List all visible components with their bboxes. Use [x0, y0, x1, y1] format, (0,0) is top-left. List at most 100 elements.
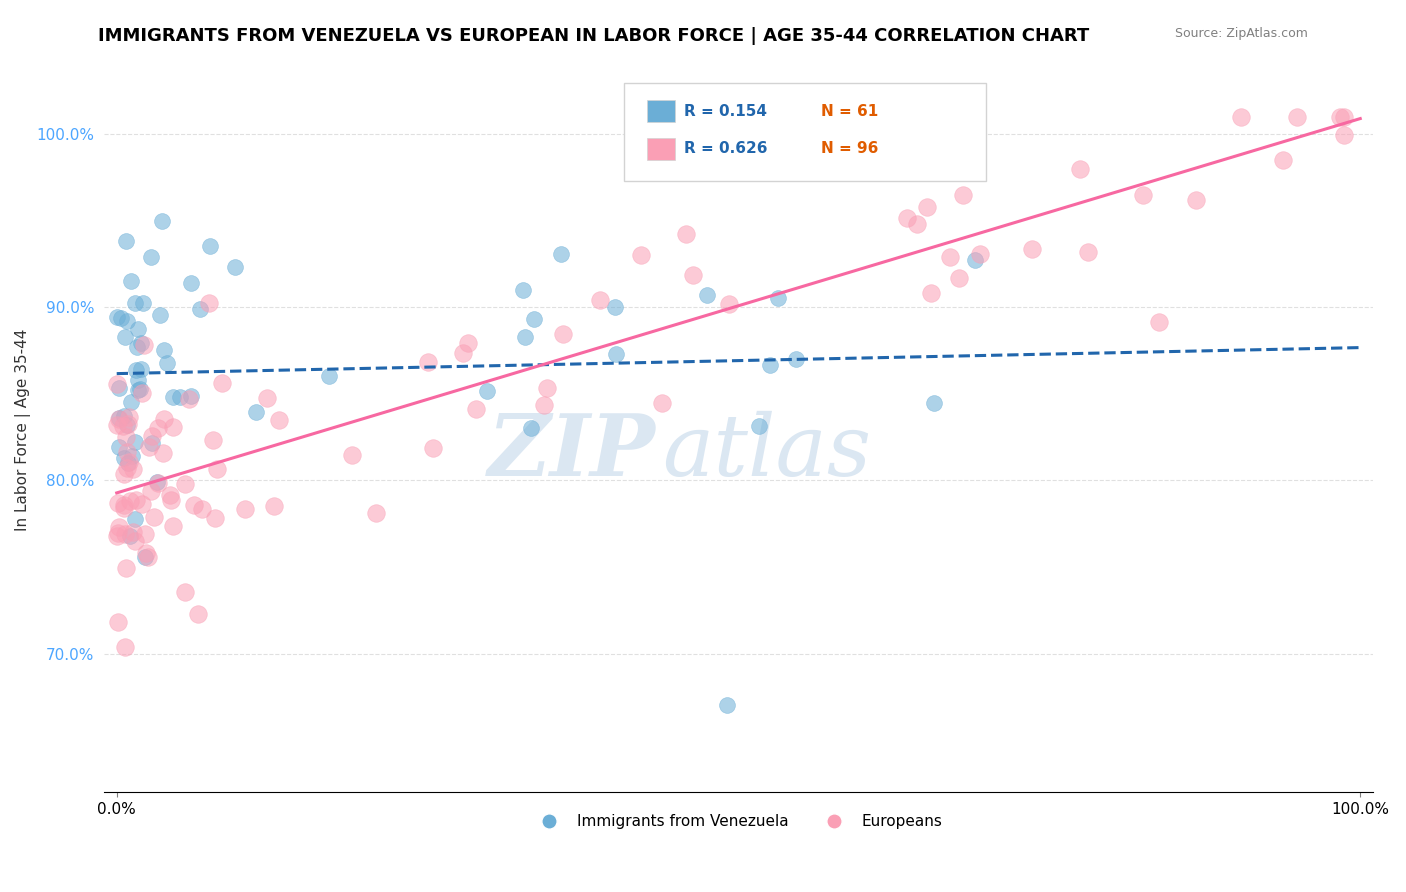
Point — [115, 429, 138, 443]
Point — [127, 321, 149, 335]
Point — [267, 413, 290, 427]
Point — [120, 529, 142, 543]
Point — [416, 355, 439, 369]
Point — [117, 456, 139, 470]
Point — [318, 369, 340, 384]
Point — [141, 435, 163, 450]
Point — [477, 384, 499, 398]
Point — [120, 274, 142, 288]
Point — [139, 250, 162, 264]
Point — [107, 525, 129, 540]
Point — [748, 419, 770, 434]
Point — [105, 376, 128, 391]
Point — [112, 418, 135, 433]
Text: R = 0.626: R = 0.626 — [683, 141, 768, 156]
Point — [120, 394, 142, 409]
Point — [153, 412, 176, 426]
Point — [152, 446, 174, 460]
Point — [141, 429, 163, 443]
Point — [125, 363, 148, 377]
Text: R = 0.154: R = 0.154 — [683, 103, 766, 119]
Text: ZIP: ZIP — [488, 410, 657, 493]
Point — [922, 110, 945, 124]
Point — [112, 451, 135, 466]
Point — [523, 312, 546, 326]
Point — [162, 419, 184, 434]
Bar — [647, 101, 675, 122]
Point — [1069, 161, 1091, 176]
Point — [134, 527, 156, 541]
Point — [464, 401, 486, 416]
Point — [118, 494, 141, 508]
Point — [520, 421, 543, 435]
Point — [114, 640, 136, 654]
Point — [127, 373, 149, 387]
Point — [969, 246, 991, 260]
Point — [716, 698, 738, 713]
Point — [124, 534, 146, 549]
Point — [759, 358, 782, 372]
Text: atlas: atlas — [662, 410, 872, 493]
Point — [122, 462, 145, 476]
Point — [117, 417, 139, 432]
Point — [159, 492, 181, 507]
Point — [162, 519, 184, 533]
Point — [1132, 188, 1154, 202]
Point — [105, 417, 128, 432]
Point — [115, 445, 138, 459]
Point — [963, 252, 986, 267]
Point — [146, 475, 169, 490]
Point — [107, 412, 129, 426]
Point — [117, 417, 139, 431]
Point — [143, 509, 166, 524]
Point — [152, 343, 174, 357]
Point — [766, 292, 789, 306]
Point — [115, 314, 138, 328]
Point — [1333, 110, 1355, 124]
Point — [112, 409, 135, 423]
FancyBboxPatch shape — [624, 83, 986, 181]
Point — [118, 410, 141, 425]
Point — [682, 268, 704, 282]
Point — [162, 390, 184, 404]
Point — [198, 239, 221, 253]
Point — [512, 283, 534, 297]
Point — [132, 338, 155, 352]
Point — [125, 340, 148, 354]
Point — [536, 381, 558, 395]
Point — [211, 376, 233, 390]
Point — [1329, 110, 1351, 124]
Point — [124, 296, 146, 310]
Point — [422, 441, 444, 455]
Point — [920, 285, 942, 300]
Point — [204, 510, 226, 524]
Point — [134, 549, 156, 564]
Text: N = 96: N = 96 — [821, 141, 879, 156]
Point — [179, 392, 201, 406]
Point — [108, 520, 131, 534]
Point — [180, 389, 202, 403]
Point — [136, 550, 159, 565]
Point — [198, 296, 221, 310]
Point — [146, 421, 169, 435]
Point — [1230, 110, 1253, 124]
Point — [132, 296, 155, 310]
Point — [603, 301, 626, 315]
Point — [1285, 110, 1308, 124]
Point — [922, 396, 945, 410]
Point — [948, 270, 970, 285]
Point — [129, 361, 152, 376]
Point — [105, 529, 128, 543]
Legend: Immigrants from Venezuela, Europeans: Immigrants from Venezuela, Europeans — [529, 808, 949, 835]
Bar — [647, 138, 675, 160]
Point — [207, 462, 229, 476]
Point — [915, 200, 938, 214]
Point — [1077, 244, 1099, 259]
Point — [122, 524, 145, 539]
Point — [605, 347, 627, 361]
Point — [108, 440, 131, 454]
Point — [1147, 315, 1170, 329]
Point — [108, 411, 131, 425]
Point — [188, 301, 211, 316]
Point — [174, 584, 197, 599]
